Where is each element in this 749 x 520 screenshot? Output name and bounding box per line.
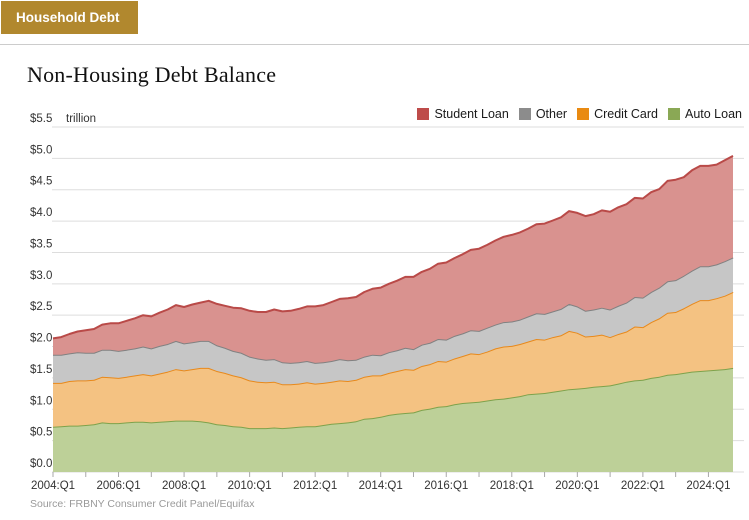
- svg-text:2018:Q1: 2018:Q1: [490, 480, 534, 492]
- chart-legend: Student Loan Other Credit Card Auto Loan: [417, 107, 742, 121]
- svg-text:2012:Q1: 2012:Q1: [293, 480, 337, 492]
- legend-label-other: Other: [535, 107, 568, 121]
- svg-text:$5.0: $5.0: [30, 144, 52, 156]
- svg-text:2010:Q1: 2010:Q1: [228, 480, 272, 492]
- svg-text:$0.0: $0.0: [30, 458, 52, 470]
- svg-text:$4.0: $4.0: [30, 207, 52, 219]
- svg-text:2024:Q1: 2024:Q1: [686, 480, 730, 492]
- header-divider: [0, 44, 749, 45]
- svg-text:$2.5: $2.5: [30, 301, 52, 313]
- legend-label-credit-card: Credit Card: [594, 107, 658, 121]
- legend-item-other[interactable]: Other: [518, 107, 568, 121]
- svg-text:2020:Q1: 2020:Q1: [555, 480, 599, 492]
- legend-item-credit-card[interactable]: Credit Card: [577, 107, 658, 121]
- legend-label-student-loan: Student Loan: [434, 107, 509, 121]
- svg-text:$1.5: $1.5: [30, 364, 52, 376]
- auto-loan-swatch-icon: [668, 108, 680, 120]
- svg-text:trillion: trillion: [66, 113, 96, 125]
- svg-text:$2.0: $2.0: [30, 333, 52, 345]
- legend-item-auto-loan[interactable]: Auto Loan: [668, 107, 742, 121]
- svg-text:$3.0: $3.0: [30, 270, 52, 282]
- svg-text:$0.5: $0.5: [30, 427, 52, 439]
- svg-text:2004:Q1: 2004:Q1: [31, 480, 75, 492]
- student-loan-swatch-icon: [417, 108, 430, 120]
- credit-card-swatch-icon: [577, 108, 590, 120]
- stacked-area-chart: $0.0 $0.5 $1.0 $1.5 $2.0 $2.5 $3.0 $3.5 $4.0 $4.5…: [30, 113, 744, 492]
- svg-text:$3.5: $3.5: [30, 238, 52, 250]
- household-debt-tab-label: Household Debt: [16, 10, 120, 25]
- chart-title: Non-Housing Debt Balance: [27, 62, 277, 87]
- legend-item-student-loan[interactable]: Student Loan: [417, 107, 509, 121]
- svg-text:$1.0: $1.0: [30, 395, 52, 407]
- svg-text:2006:Q1: 2006:Q1: [96, 480, 140, 492]
- svg-text:$4.5: $4.5: [30, 176, 52, 188]
- svg-text:2022:Q1: 2022:Q1: [621, 480, 665, 492]
- svg-text:2016:Q1: 2016:Q1: [424, 480, 468, 492]
- svg-text:$5.5: $5.5: [30, 113, 52, 125]
- other-swatch-icon: [518, 108, 531, 120]
- household-debt-tab[interactable]: Household Debt: [1, 1, 138, 34]
- svg-text:2008:Q1: 2008:Q1: [162, 480, 206, 492]
- source-note: Source: FRBNY Consumer Credit Panel/Equi…: [30, 498, 255, 510]
- legend-label-auto-loan: Auto Loan: [685, 107, 742, 121]
- svg-text:2014:Q1: 2014:Q1: [359, 480, 403, 492]
